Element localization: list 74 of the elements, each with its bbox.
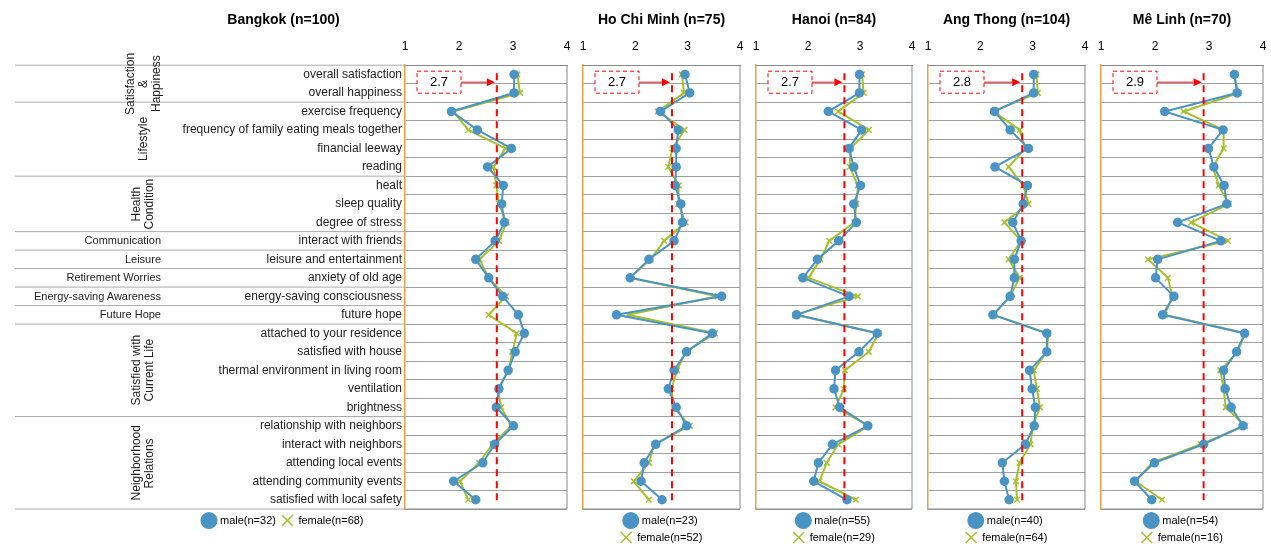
x-tick-label: 2 (1151, 39, 1159, 54)
legend-label: male(n=40) (986, 513, 1043, 526)
y-tick-label: energy-saving consciousness (244, 288, 402, 303)
legend-label: female(n=64) (982, 530, 1048, 543)
x-tick-label: 2 (631, 39, 639, 54)
x-tick-label: 1 (579, 39, 587, 54)
legend-label: male(n=54) (1162, 513, 1219, 526)
y-tick-label: future hope (341, 307, 403, 322)
y-tick-label: relationship with neighbors (259, 418, 402, 433)
text: Satisfaction & Happiness (122, 52, 163, 115)
text: Lifestyle (135, 117, 150, 162)
y-tick-label: overall satisfaction (303, 66, 402, 81)
y-tick-label: reading (361, 159, 402, 174)
text: Retirement Worries (65, 270, 161, 286)
y-tick-label: frequency of family eating meals together (182, 122, 402, 137)
ref-line-label: 2.7 (607, 73, 627, 89)
ref-line-label: 2.7 (780, 73, 800, 89)
x-tick-label: 3 (509, 39, 517, 54)
y-tick-label: financial leeway (317, 140, 402, 155)
x-tick-label: 4 (736, 39, 744, 54)
text: Health Condition (128, 177, 157, 231)
x-tick-label: 4 (1081, 39, 1089, 54)
x-tick-label: 4 (563, 39, 571, 54)
ref-line-label: 2.8 (952, 73, 972, 89)
y-tick-label: overall happiness (308, 85, 402, 100)
legend-label: female(n=16) (1157, 530, 1223, 543)
ref-line-label: 2.7 (429, 73, 449, 89)
x-tick-label: 1 (924, 39, 932, 54)
ref-line-label: 2.9 (1125, 73, 1145, 89)
legend-label: male(n=32) (219, 513, 276, 526)
x-tick-label: 2 (804, 39, 812, 54)
text: Future Hope (98, 307, 161, 323)
y-tick-label: satisfied with house (297, 344, 403, 359)
text: Satisfied with Current Life (128, 333, 157, 408)
y-tick-label: healt (375, 177, 403, 192)
legend-label: male(n=23) (641, 513, 698, 526)
chart-title: Mê Linh (n=70) (1132, 11, 1232, 28)
x-tick-label: 1 (752, 39, 760, 54)
y-tick-label: satisfied with local safety (269, 492, 402, 507)
y-tick-label: thermal environment in living room (218, 362, 402, 377)
x-tick-label: 4 (1259, 39, 1267, 54)
x-tick-label: 3 (1029, 39, 1037, 54)
y-tick-label: anxiety of old age (307, 270, 403, 285)
y-tick-label: ventilation (347, 381, 402, 396)
legend-label: male(n=55) (814, 513, 871, 526)
x-tick-label: 3 (1205, 39, 1213, 54)
y-tick-label: exercise frequency (301, 103, 402, 118)
legend-label: female(n=29) (809, 530, 875, 543)
text: Neighborhood Relations (128, 424, 157, 503)
legend-label: female(n=52) (637, 530, 703, 543)
y-tick-label: leisure and entertainment (266, 251, 403, 266)
y-tick-label: attending community events (252, 473, 402, 488)
text: Energy-saving Awareness (33, 288, 161, 304)
legend-label: female(n=68) (298, 513, 364, 526)
x-tick-label: 4 (908, 39, 916, 54)
y-tick-label: interact with friends (298, 233, 402, 248)
y-tick-label: interact with neighbors (281, 436, 402, 451)
x-tick-label: 1 (1097, 39, 1105, 54)
text: Leisure (123, 251, 161, 267)
y-tick-label: attending local events (285, 455, 402, 470)
x-tick-label: 2 (976, 39, 984, 54)
text: Bangkok (n=100) (227, 11, 340, 28)
y-tick-label: degree of stress (315, 214, 402, 229)
y-tick-label: attached to your residence (260, 325, 403, 340)
y-tick-label: sleep quality (335, 196, 402, 211)
chart-title: Ho Chi Minh (n=75) (597, 11, 726, 28)
x-tick-label: 2 (455, 39, 463, 54)
x-tick-label: 3 (856, 39, 864, 54)
x-tick-label: 1 (401, 39, 409, 54)
text: Communication (83, 233, 161, 249)
x-tick-label: 3 (684, 39, 692, 54)
chart-title: Ang Thong (n=104) (942, 11, 1071, 28)
chart-title: Hanoi (n=84) (791, 11, 877, 28)
y-tick-label: brightness (346, 399, 402, 414)
